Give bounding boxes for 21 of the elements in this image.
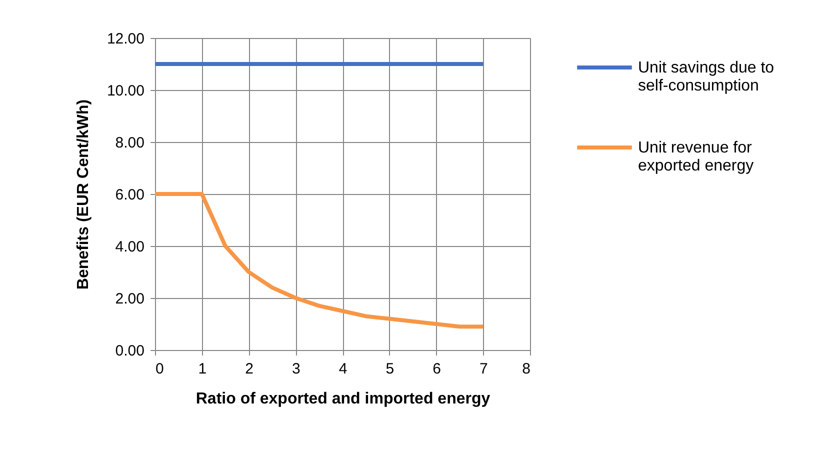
y-tick-label: 0.00 bbox=[115, 342, 144, 360]
x-tick-label: 1 bbox=[198, 360, 207, 378]
y-tick-label: 10.00 bbox=[106, 82, 144, 100]
y-tick-label: 12.00 bbox=[106, 30, 144, 48]
legend-label: Unit revenue for exported energy bbox=[638, 140, 754, 174]
x-tick-label: 0 bbox=[156, 360, 164, 378]
x-tick-label: 2 bbox=[245, 360, 254, 378]
x-tick-label: 8 bbox=[522, 360, 530, 378]
x-tick-label: 6 bbox=[432, 360, 441, 378]
legend-label: Unit savings due to self-consumption bbox=[638, 60, 774, 94]
x-axis-title: Ratio of exported and imported energy bbox=[196, 390, 490, 408]
x-tick-label: 5 bbox=[386, 360, 394, 378]
y-tick-label: 8.00 bbox=[115, 134, 144, 152]
y-tick-label: 2.00 bbox=[115, 290, 144, 308]
x-tick-label: 7 bbox=[479, 360, 488, 378]
y-tick-label: 4.00 bbox=[115, 238, 144, 256]
y-axis-title: Benefits (EUR Cent/kWh) bbox=[74, 99, 92, 290]
line-series bbox=[155, 192, 486, 329]
y-tick-label: 6.00 bbox=[115, 186, 144, 204]
x-tick-label: 3 bbox=[292, 360, 300, 378]
x-tick-label: 4 bbox=[338, 360, 348, 378]
